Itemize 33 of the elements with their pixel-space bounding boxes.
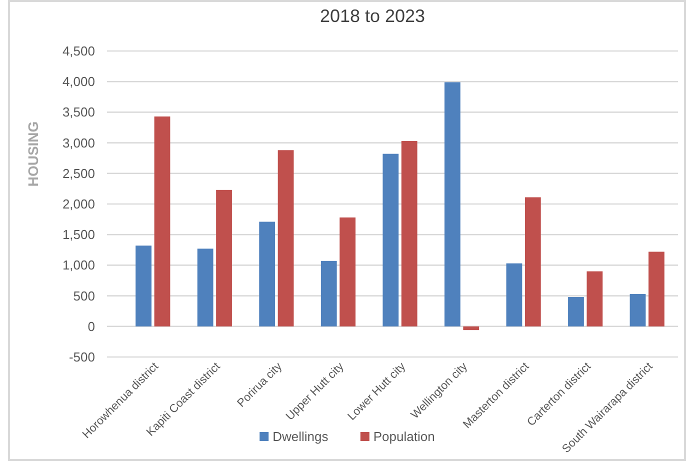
y-tick-label: 3,000 [62, 135, 95, 150]
y-tick-label: 1,000 [62, 258, 95, 273]
bar [401, 140, 418, 326]
chart-title: 2018 to 2023 [320, 6, 426, 26]
bar [197, 248, 214, 326]
y-tick-label: 500 [73, 288, 95, 304]
bar [136, 246, 152, 326]
bar [444, 82, 460, 326]
bar [216, 190, 232, 326]
bar [259, 222, 276, 326]
bar [648, 252, 664, 326]
y-tick-label: 4,500 [62, 44, 95, 58]
bar [568, 297, 584, 326]
y-tick-label: 0 [88, 318, 95, 334]
bar [320, 260, 337, 326]
bar [382, 154, 399, 326]
bar [463, 326, 480, 330]
y-tick-label: 3,500 [62, 104, 95, 120]
y-axis-title: HOUSING [25, 121, 41, 187]
legend-label: Dwellings [272, 429, 329, 444]
y-tick-label: 4,000 [62, 74, 95, 90]
bar [154, 116, 170, 326]
y-tick-label: -500 [68, 350, 95, 364]
legend-label: Population [373, 429, 435, 444]
y-tick-label: 2,500 [62, 166, 95, 181]
bar [506, 263, 522, 326]
y-tick-label: 2,000 [62, 196, 95, 212]
bar [340, 217, 356, 326]
y-tick-label: 1,500 [62, 227, 95, 242]
bar [630, 294, 646, 326]
bar [524, 197, 541, 326]
bar [586, 271, 603, 326]
bar [278, 150, 294, 326]
